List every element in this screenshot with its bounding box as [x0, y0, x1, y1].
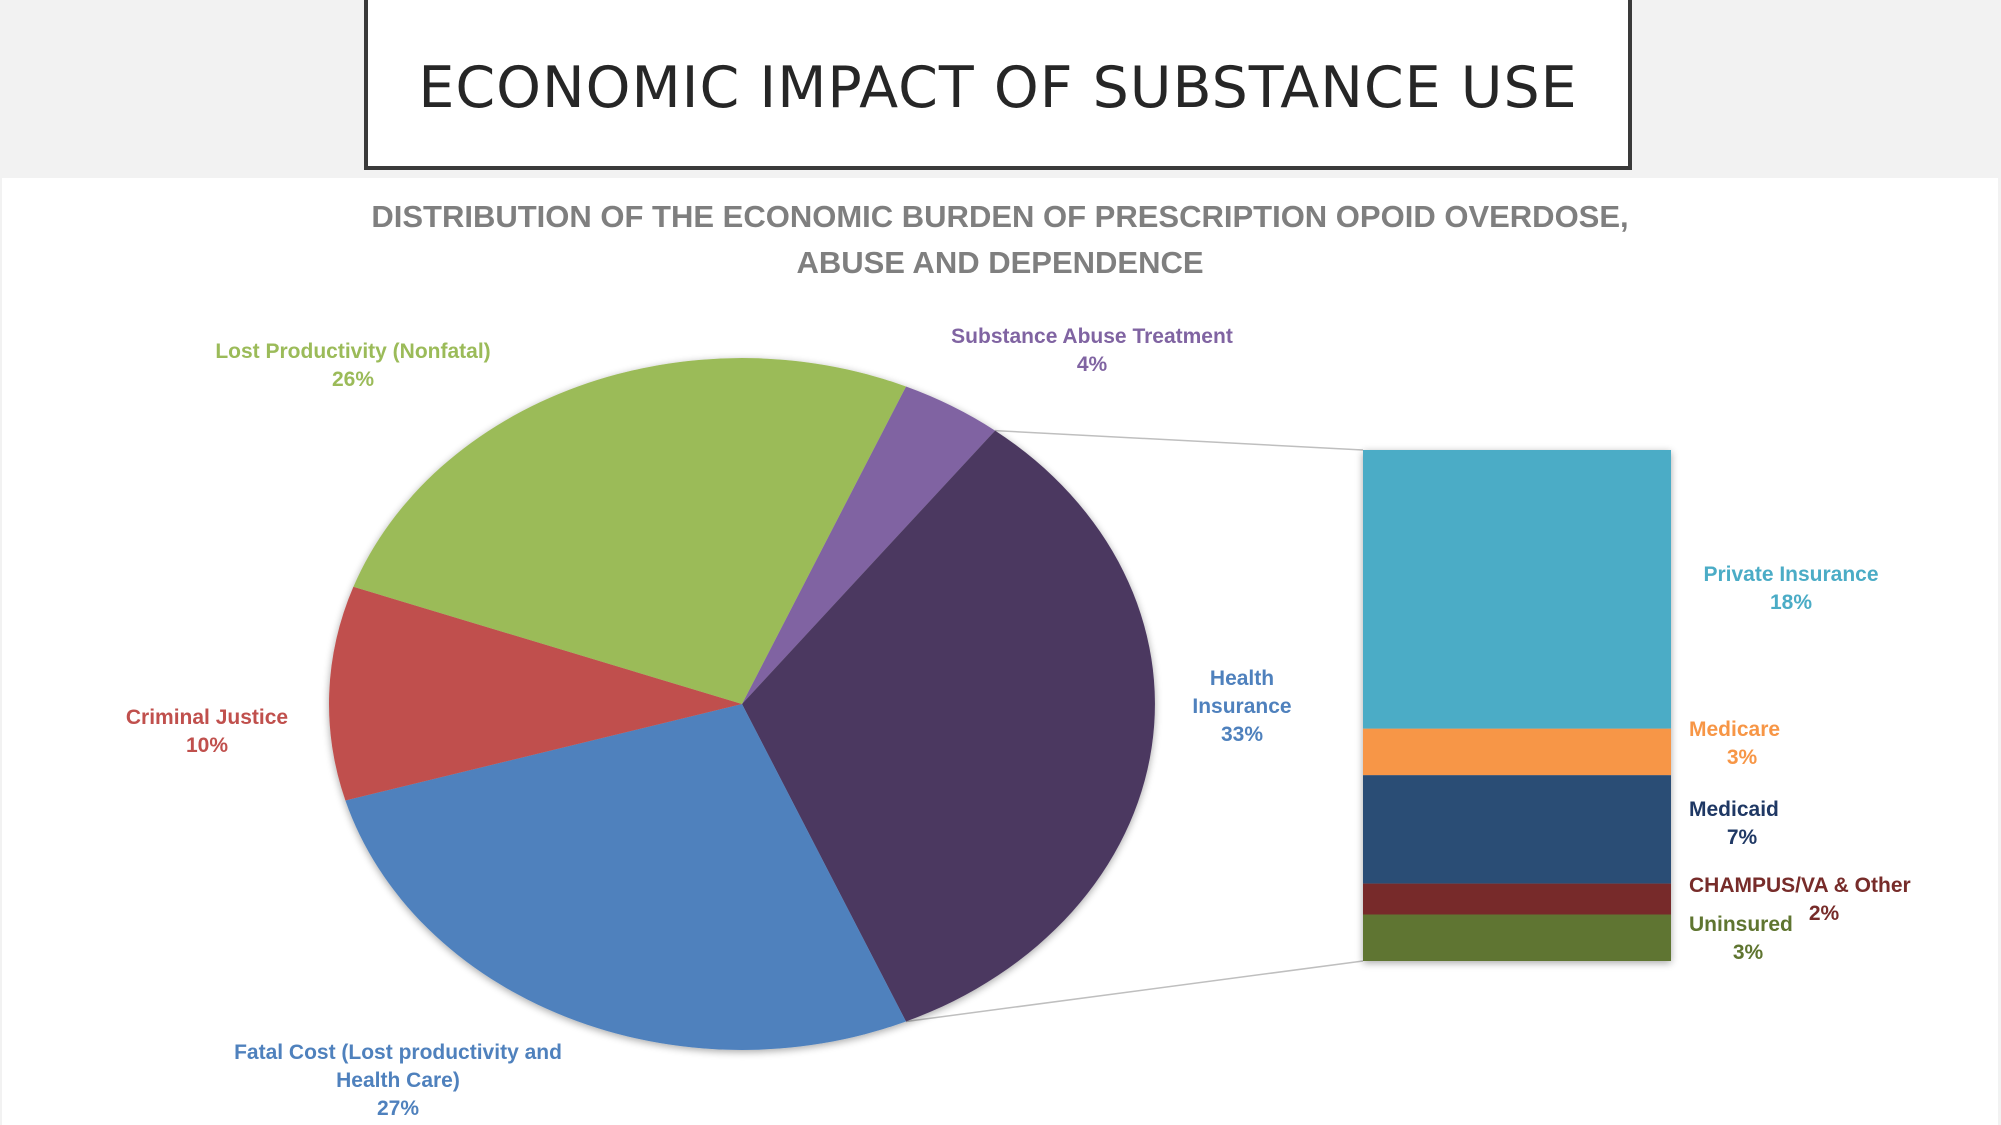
pie-slice-lost — [353, 358, 906, 704]
chart-panel: DISTRIBUTION OF THE ECONOMIC BURDEN OF P… — [2, 178, 1998, 1125]
bar-label-private: Private Insurance — [1703, 563, 1878, 586]
pie-label-fatal-line-1: Fatal Cost (Lost productivity and — [234, 1041, 562, 1064]
bar-value-champus: 2% — [1809, 902, 1840, 925]
pie-label-lost-line-1: Lost Productivity (Nonfatal) — [215, 340, 490, 363]
bar-label-uninsured: Uninsured — [1689, 913, 1793, 936]
bar-label-medicare: Medicare — [1689, 718, 1780, 741]
pie-value-fatal: 27% — [377, 1097, 419, 1120]
connector-line-top — [995, 429, 1364, 451]
pie-slice-criminal — [329, 586, 742, 801]
bar-label-champus: CHAMPUS/VA & Other — [1689, 874, 1911, 897]
pie-slice-substance — [742, 386, 996, 704]
pie-label-substance-line-1: Substance Abuse Treatment — [951, 325, 1233, 348]
slide-title-box: ECONOMIC IMPACT OF SUBSTANCE USE — [364, 0, 1632, 170]
chart-title-line-1: DISTRIBUTION OF THE ECONOMIC BURDEN OF P… — [371, 199, 1628, 234]
bar-segment-private — [1363, 450, 1671, 729]
pie-label-criminal-line-1: Criminal Justice — [126, 706, 288, 729]
pie-value-criminal: 10% — [186, 734, 228, 757]
bar-of-pie-chart: DISTRIBUTION OF THE ECONOMIC BURDEN OF P… — [126, 199, 1911, 1120]
pie-label-health-line-1: Health — [1210, 667, 1274, 690]
bar-segment-medicare — [1363, 728, 1671, 776]
pie-label-fatal-line-2: Health Care) — [336, 1069, 460, 1092]
bar-value-uninsured: 3% — [1733, 941, 1764, 964]
connector-line-bottom — [905, 960, 1364, 1023]
pie-value-lost: 26% — [332, 368, 374, 391]
bar-segment-champus — [1363, 883, 1671, 915]
bar-segment-uninsured — [1363, 914, 1671, 961]
chart-title-line-2: ABUSE AND DEPENDENCE — [796, 245, 1203, 280]
pie-value-health: 33% — [1221, 723, 1263, 746]
pie-slice-health — [742, 430, 1155, 1022]
bar-value-private: 18% — [1770, 591, 1812, 614]
bar-label-medicaid: Medicaid — [1689, 798, 1779, 821]
bar-value-medicare: 3% — [1727, 746, 1758, 769]
bar-segment-medicaid — [1363, 775, 1671, 884]
pie-slice-fatal — [345, 704, 906, 1050]
pie-label-health-line-2: Insurance — [1192, 695, 1291, 718]
slide-title: ECONOMIC IMPACT OF SUBSTANCE USE — [418, 55, 1578, 121]
bar-value-medicaid: 7% — [1727, 826, 1758, 849]
pie-value-substance: 4% — [1077, 353, 1108, 376]
